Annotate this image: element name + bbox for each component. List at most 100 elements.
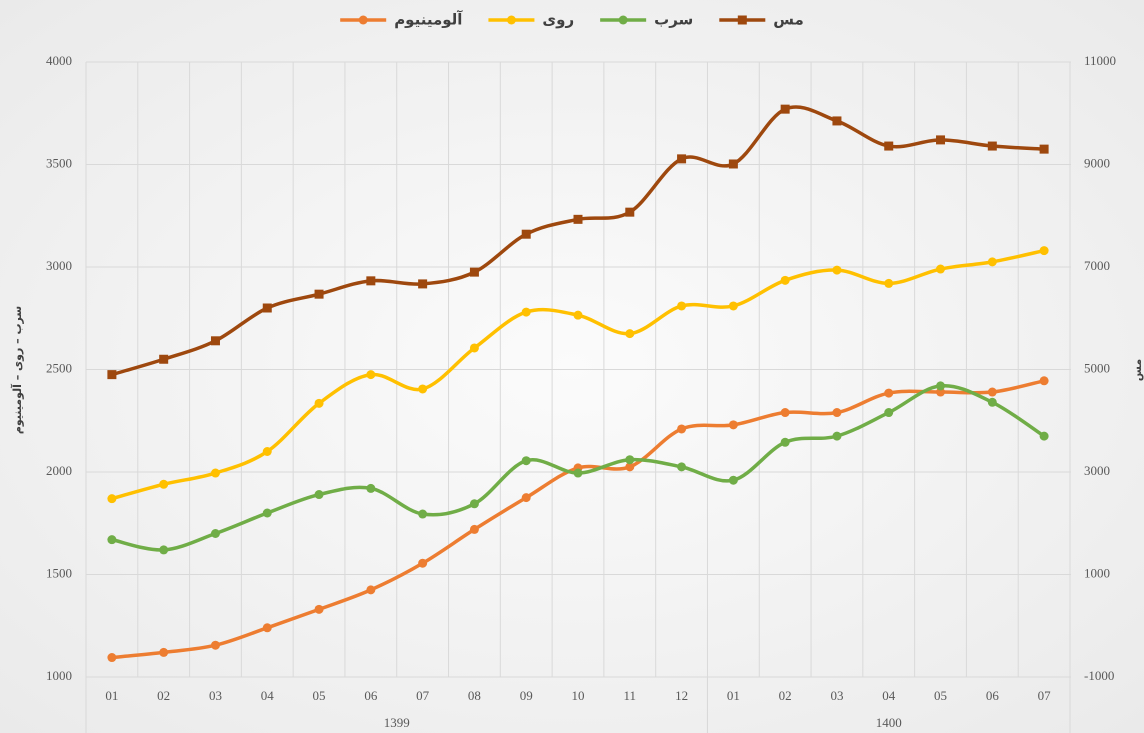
marker [469,499,479,509]
marker [418,558,428,568]
marker [366,483,376,493]
group-label: 1400 [876,715,902,730]
x-tick-label: 06 [364,688,378,703]
marker [780,408,790,418]
marker [418,384,428,394]
marker [469,267,479,277]
marker [728,301,738,311]
marker [262,508,272,518]
marker [936,387,946,397]
y2-tick-label: 11000 [1084,53,1116,68]
x-tick-label: 01 [727,688,740,703]
marker [1039,376,1049,386]
x-tick-label: 08 [468,688,481,703]
marker [573,214,583,224]
marker [262,447,272,456]
x-tick-label: 10 [572,688,585,703]
y-tick-label: 3000 [46,258,72,273]
marker [832,265,842,275]
marker [159,479,169,489]
marker [314,398,324,408]
y-tick-label: 4000 [46,53,72,68]
marker [625,329,635,339]
y2-tick-label: 5000 [1084,360,1110,375]
marker [884,141,894,151]
marker [677,154,687,164]
x-tick-label: 12 [675,688,688,703]
marker [573,468,583,478]
x-tick-label: 05 [934,688,947,703]
marker [469,343,479,353]
marker [728,475,738,485]
marker [987,387,997,397]
marker [521,456,531,466]
marker [780,275,790,285]
legend-label: آلومینیوم [394,11,463,29]
x-tick-label: 01 [105,688,118,703]
legend-label: سرب [654,11,693,29]
marker [884,388,894,398]
marker [314,490,324,500]
x-tick-label: 04 [882,688,896,703]
marker [936,264,946,274]
y2-tick-label: 7000 [1084,258,1110,273]
x-tick-label: 03 [830,688,843,703]
y2-tick-label: -1000 [1084,668,1114,683]
marker [780,437,790,447]
marker [107,535,117,545]
legend-marker [737,15,747,25]
marker [1039,246,1049,256]
y-tick-label: 3500 [46,155,72,170]
marker [107,494,117,504]
marker [159,545,169,555]
x-tick-label: 07 [1038,688,1052,703]
y-tick-label: 1000 [46,668,72,683]
marker [1039,144,1049,154]
x-tick-label: 02 [157,688,170,703]
legend-marker [358,15,368,25]
marker [314,604,324,614]
x-tick-label: 03 [209,688,222,703]
marker [884,408,894,418]
marker [987,397,997,407]
marker [677,301,687,311]
x-tick-label: 09 [520,688,533,703]
x-tick-label: 11 [624,688,637,703]
marker [573,310,583,320]
marker [832,431,842,441]
marker [987,141,997,151]
y-tick-label: 2500 [46,360,72,375]
marker [314,289,324,299]
marker [677,424,687,434]
marker [107,370,117,380]
marker [418,509,428,519]
marker [625,455,635,465]
marker [210,640,220,650]
x-tick-label: 04 [261,688,275,703]
marker [987,257,997,267]
marker [832,408,842,418]
marker [210,468,220,478]
y2-tick-label: 1000 [1084,565,1110,580]
marker [262,623,272,633]
marker [210,336,220,346]
marker [521,307,531,317]
marker [728,159,738,169]
marker [780,104,790,114]
marker [469,524,479,534]
marker [262,303,272,313]
legend-label: مس [773,11,804,29]
marker [418,279,428,289]
y2-tick-label: 3000 [1084,463,1110,478]
marker [521,229,531,239]
y-tick-label: 2000 [46,463,72,478]
y2-tick-label: 9000 [1084,155,1110,170]
marker [159,354,169,364]
marker [677,462,687,472]
marker [107,653,117,663]
marker [210,529,220,538]
marker [728,420,738,430]
group-label: 1399 [384,715,410,730]
